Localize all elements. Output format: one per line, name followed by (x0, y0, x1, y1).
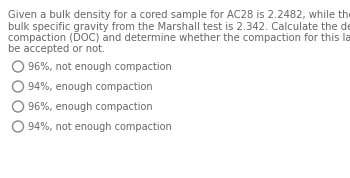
Text: 94%, not enough compaction: 94%, not enough compaction (28, 122, 172, 132)
Text: 96%, enough compaction: 96%, enough compaction (28, 101, 153, 111)
Text: Given a bulk density for a cored sample for AC28 is 2.2482, while the design: Given a bulk density for a cored sample … (8, 10, 350, 20)
Text: be accepted or not.: be accepted or not. (8, 44, 105, 54)
Text: bulk specific gravity from the Marshall test is 2.342. Calculate the degree of: bulk specific gravity from the Marshall … (8, 22, 350, 32)
Text: compaction (DOC) and determine whether the compaction for this layer can: compaction (DOC) and determine whether t… (8, 33, 350, 43)
Text: 96%, not enough compaction: 96%, not enough compaction (28, 62, 172, 72)
Text: 94%, enough compaction: 94%, enough compaction (28, 82, 153, 91)
